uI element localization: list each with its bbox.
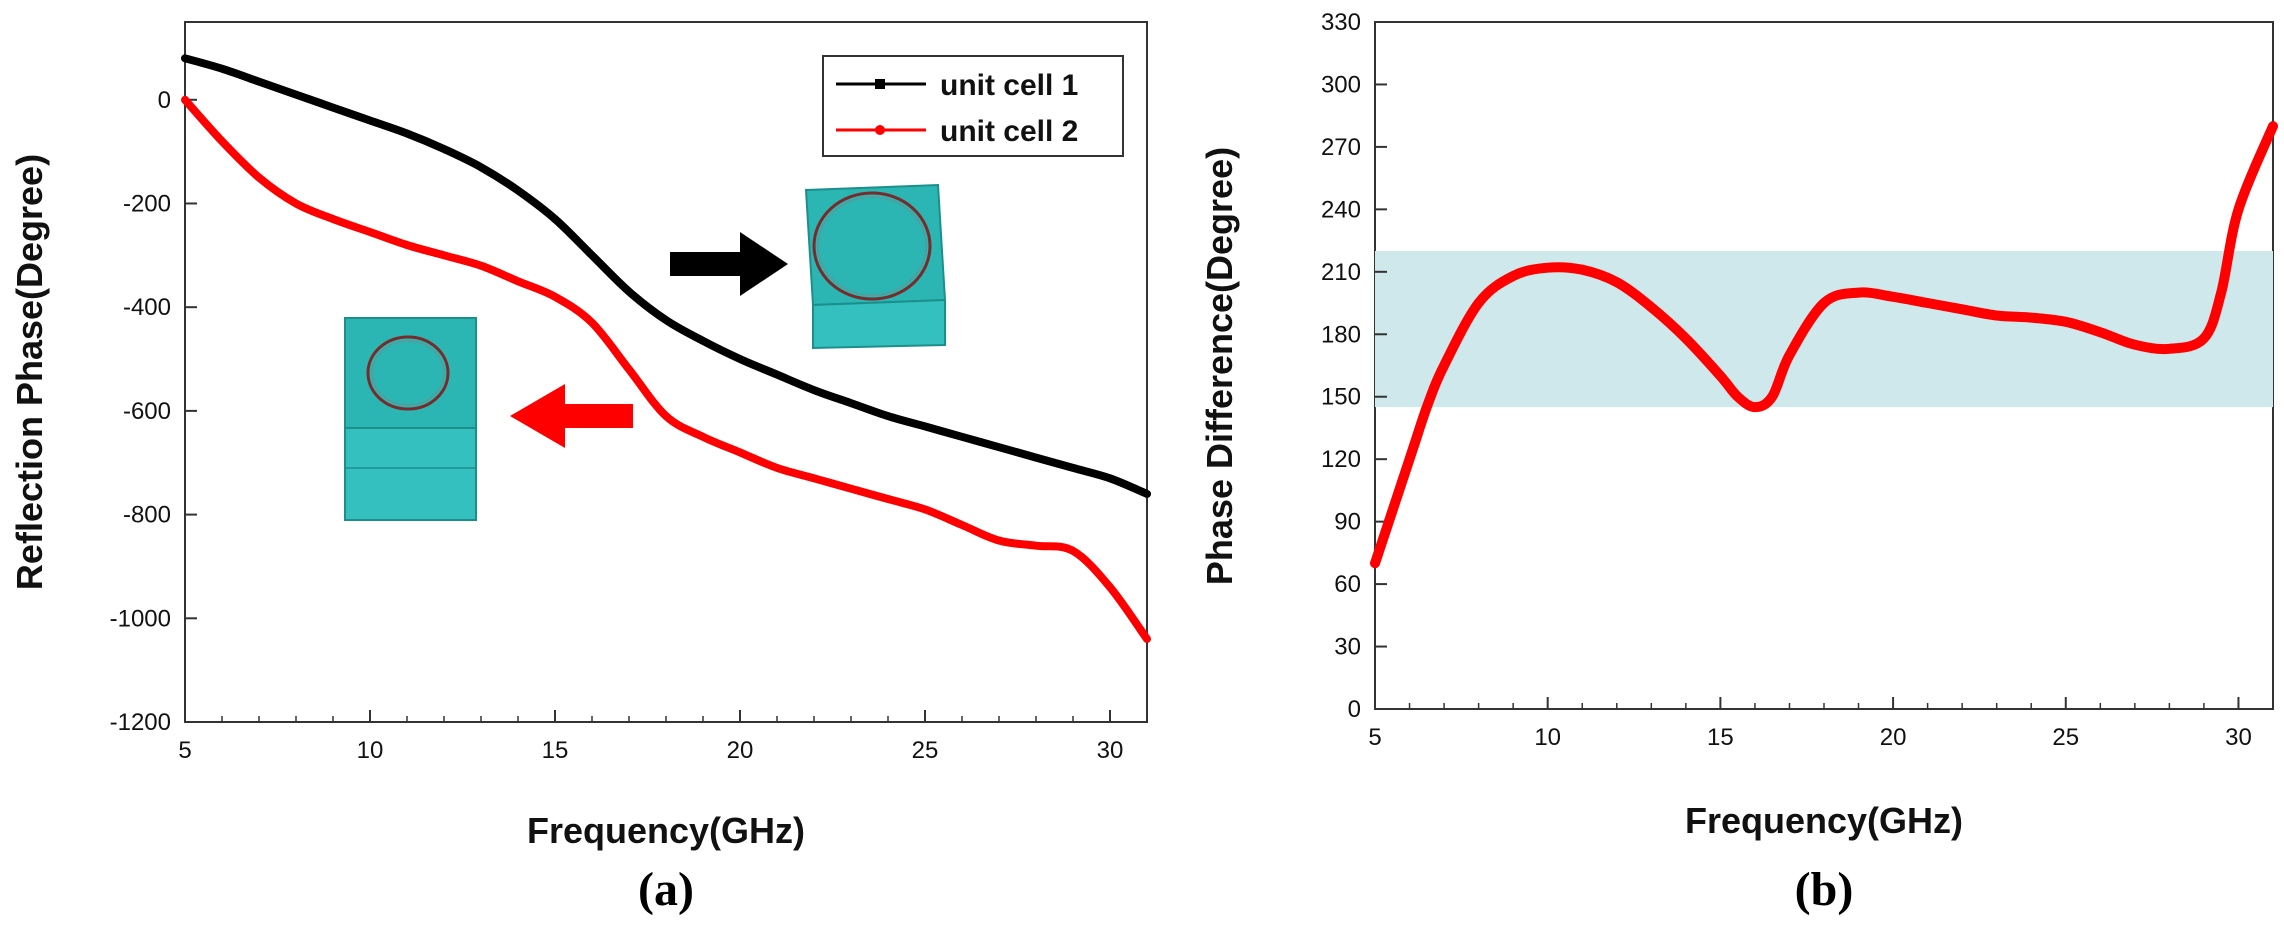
legend-label-unit-cell-2: unit cell 2: [940, 115, 1078, 148]
a-ytick-label: -400: [123, 294, 171, 321]
b-ytick-label: 180: [1321, 321, 1361, 348]
a-ytick-label: -1200: [110, 709, 171, 736]
panel-label-a: (a): [638, 863, 694, 916]
series-a: [181, 54, 1151, 643]
a-xtick-label: 25: [912, 737, 939, 764]
b-ytick-label: 0: [1348, 696, 1361, 723]
panel-label-b: (b): [1795, 863, 1854, 916]
series-b: [1370, 121, 2278, 569]
b-xtick-label: 30: [2225, 724, 2252, 751]
b-ytick-label: 120: [1321, 446, 1361, 473]
legend-label-unit-cell-1: unit cell 1: [940, 69, 1078, 102]
a-ytick-label: -800: [123, 502, 171, 529]
chart-a: 5 10 15 20 25 30 0 -200 -400 -600 -800 -1000 -1200: [9, 21, 1151, 916]
b-xtick-label: 10: [1534, 724, 1561, 751]
b-ytick-label: 300: [1321, 71, 1361, 98]
a-xtick-label: 10: [357, 737, 384, 764]
b-ytick-label: 330: [1321, 9, 1361, 36]
b-ytick-label: 270: [1321, 134, 1361, 161]
a-ytick-label: -200: [123, 190, 171, 217]
b-ytick-label: 90: [1334, 509, 1361, 536]
a-xtick-label: 30: [1097, 737, 1124, 764]
a-ytick-label: -600: [123, 398, 171, 425]
a-xtick-label: 15: [542, 737, 569, 764]
a-xtick-label: 20: [727, 737, 754, 764]
b-ytick-label: 150: [1321, 384, 1361, 411]
b-ytick-label: 30: [1334, 634, 1361, 661]
ticks-a: 5 10 15 20 25 30 0 -200 -400 -600 -800 -1000 -1200: [110, 87, 1148, 764]
b-xtick-label: 20: [1880, 724, 1907, 751]
a-xtick-label: 5: [178, 737, 191, 764]
x-axis-label-a: Frequency(GHz): [527, 810, 805, 851]
unit-cell-2-inset: [344, 317, 477, 521]
b-ytick-label: 240: [1321, 196, 1361, 223]
unit-cell-1-inset: [804, 183, 947, 350]
x-axis-label-b: Frequency(GHz): [1685, 800, 1963, 841]
b-xtick-label: 5: [1368, 724, 1381, 751]
legend-a: unit cell 1 unit cell 2: [822, 55, 1124, 157]
b-xtick-label: 25: [2052, 724, 2079, 751]
b-ytick-label: 60: [1334, 571, 1361, 598]
b-xtick-label: 15: [1707, 724, 1734, 751]
b-ytick-label: 210: [1321, 259, 1361, 286]
a-ytick-label: 0: [158, 87, 171, 114]
shaded-band: [1375, 251, 2273, 408]
a-ytick-label: -1000: [110, 605, 171, 632]
right-arrow-icon: [670, 232, 788, 296]
y-axis-label-b: Phase Difference(Degree): [1199, 147, 1240, 585]
y-axis-label-a: Reflection Phase(Degree): [9, 154, 50, 590]
left-arrow-icon: [510, 384, 633, 448]
chart-b: 5 10 15 20 25 3003060901201501802102402703003…: [1199, 9, 2278, 916]
ticks-b: 5 10 15 20 25 3003060901201501802102402703003…: [1321, 9, 2274, 751]
